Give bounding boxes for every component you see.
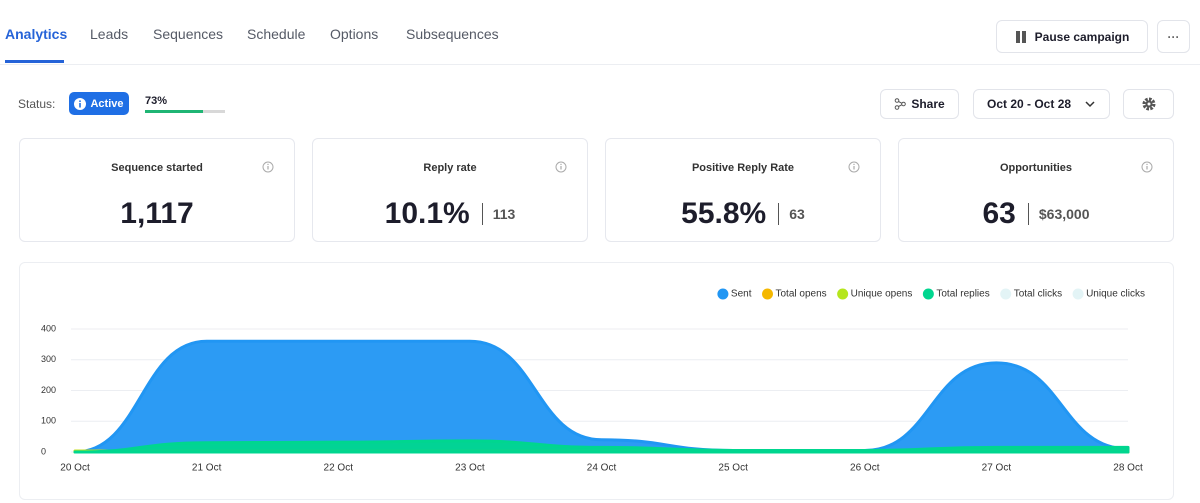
x-tick-label: 27 Oct	[982, 463, 1012, 474]
card-values: 10.1% 113	[313, 197, 587, 231]
x-tick-label: 25 Oct	[718, 463, 748, 474]
tab[interactable]: Leads	[90, 26, 129, 42]
x-tick-label: 24 Oct	[587, 463, 617, 474]
tab-indicator	[5, 60, 64, 63]
info-icon	[555, 161, 567, 173]
value-separator	[778, 203, 780, 225]
value-separator	[481, 203, 483, 225]
gear-icon	[1142, 97, 1155, 111]
legend-swatch	[717, 288, 729, 300]
stat-card: Reply rate 10.1% 113	[312, 138, 588, 242]
card-values: 1,117	[20, 197, 294, 231]
card-value: 1,117	[120, 197, 194, 230]
x-tick-label: 20 Oct	[60, 463, 90, 474]
legend-swatch	[922, 288, 934, 300]
stat-card: Sequence started 1,117	[19, 138, 295, 242]
legend-swatch	[761, 288, 773, 300]
stat-card: Positive Reply Rate 55.8% 63	[605, 138, 881, 242]
y-tick-label: 100	[41, 416, 56, 426]
x-tick-label: 28 Oct	[1113, 463, 1143, 474]
card-values: 63 $63,000	[899, 197, 1173, 231]
info-icon	[74, 97, 87, 110]
info-icon	[848, 161, 860, 173]
divider	[0, 64, 1200, 65]
status-badge: Active	[69, 92, 129, 115]
legend-label: Total clicks	[1014, 289, 1062, 300]
chevron	[1085, 101, 1095, 108]
date-picker[interactable]: Oct 20 - Oct 28	[973, 89, 1110, 119]
card-title: Reply rate	[423, 162, 477, 174]
legend-swatch	[1000, 288, 1012, 300]
more-button[interactable]: ···	[1157, 20, 1190, 53]
card-value: 63	[982, 197, 1016, 230]
chart: 0 100 200 300 400 20 Oct 21 Oct 22 Oct 23 Oct 24 …	[41, 288, 1145, 474]
tab[interactable]: Schedule	[247, 26, 306, 42]
card-title: Positive Reply Rate	[691, 162, 795, 174]
legend-label: Sent	[731, 289, 752, 300]
card-secondary: 113	[492, 206, 516, 222]
pause-label: Pause campaign	[1034, 29, 1130, 44]
card-title: Sequence started	[111, 162, 203, 174]
x-tick-label: 26 Oct	[850, 463, 880, 474]
progress-fill	[145, 110, 204, 113]
legend-label: Total opens	[775, 289, 826, 300]
card-secondary: 63	[789, 206, 805, 222]
x-tick-label: 22 Oct	[324, 463, 354, 474]
progress-label: 73%	[145, 95, 168, 107]
info-icon	[262, 161, 274, 173]
y-tick-label: 300	[41, 354, 56, 364]
more-label: ···	[1167, 29, 1180, 44]
card-value: 55.8%	[681, 197, 767, 230]
share-icon	[895, 98, 907, 110]
share-button[interactable]: Share	[880, 89, 959, 119]
tab[interactable]: Analytics	[5, 26, 68, 42]
status-label: Status:	[18, 97, 56, 111]
pause-icon	[1015, 30, 1026, 43]
pause-button[interactable]: Pause campaign	[996, 20, 1148, 53]
card-title: Opportunities	[999, 162, 1073, 174]
date-range: Oct 20 - Oct 28	[987, 97, 1072, 111]
x-tick-label: 21 Oct	[192, 463, 222, 474]
legend-swatch	[1072, 288, 1084, 300]
y-tick-label: 0	[41, 446, 46, 456]
chart-panel	[19, 262, 1174, 500]
y-tick-label: 400	[41, 323, 56, 333]
series-area	[73, 339, 1130, 454]
progress-track	[145, 110, 225, 113]
legend-swatch	[837, 288, 849, 300]
info-icon	[1141, 161, 1153, 173]
tab[interactable]: Subsequences	[406, 26, 499, 42]
settings-button[interactable]	[1123, 89, 1174, 119]
tab[interactable]: Sequences	[153, 26, 224, 42]
value-separator	[1027, 203, 1029, 225]
legend-label: Unique opens	[851, 289, 913, 300]
card-value: 10.1%	[384, 197, 470, 230]
card-secondary: $63,000	[1038, 206, 1090, 222]
card-values: 55.8% 63	[606, 197, 880, 231]
legend-label: Total replies	[936, 289, 989, 300]
x-tick-label: 23 Oct	[455, 463, 485, 474]
share-label: Share	[911, 97, 945, 111]
tab[interactable]: Options	[330, 26, 379, 42]
legend-label: Unique clicks	[1086, 289, 1145, 300]
series-area	[73, 439, 1130, 454]
status-badge-text: Active	[90, 97, 124, 110]
y-tick-label: 200	[41, 385, 56, 395]
stat-card: Opportunities 63 $63,000	[898, 138, 1174, 242]
